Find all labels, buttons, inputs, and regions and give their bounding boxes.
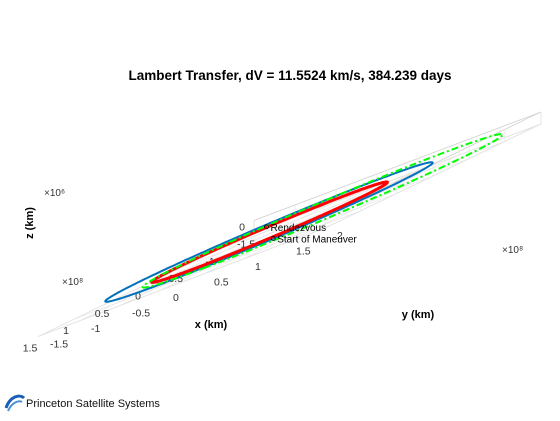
x-axis-label: x (km)	[195, 319, 228, 331]
annotation-label: Rendezvous	[271, 223, 327, 234]
grid-line-y	[283, 139, 501, 244]
y-tick-label: 2	[337, 230, 343, 242]
chart-series	[104, 133, 504, 303]
y-axis-label: y (km)	[402, 309, 435, 321]
y-tick-label: 0	[173, 292, 179, 304]
logo-text: Princeton Satellite Systems	[26, 398, 160, 410]
x-tick-label: 0	[135, 291, 141, 303]
annotation-label: Start of Maneuver	[277, 234, 357, 245]
grid-line-y	[242, 154, 460, 260]
grid-line-x	[73, 210, 362, 320]
y-exponent: ×10⁸	[502, 245, 523, 256]
y-tick-label: 1	[255, 261, 261, 273]
chart-title: Lambert Transfer, dV = 11.5524 km/s, 384…	[128, 68, 451, 83]
annotation-marker	[264, 224, 269, 230]
x-tick-label: 1.5	[23, 343, 38, 355]
x-tick-label: 1	[63, 325, 69, 337]
axes-edge	[253, 111, 542, 221]
x-tick-label: 0.5	[95, 308, 110, 320]
y-tick-label: -1.5	[50, 339, 68, 351]
grid-line-y	[324, 123, 542, 229]
y-tick-label: -0.5	[132, 308, 150, 320]
y-tick-label: 0.5	[214, 277, 229, 289]
grid-line-y	[119, 201, 337, 306]
logo: Princeton Satellite Systems	[4, 392, 184, 416]
y-tick-label: 1.5	[296, 246, 311, 258]
grid-line-x	[37, 227, 326, 337]
z-axis-label: z (km)	[24, 207, 36, 239]
y-tick-label: -1	[91, 323, 100, 335]
orbit-series-2	[141, 133, 504, 289]
z-exponent: ×10⁶	[44, 188, 65, 199]
orbit-series-0	[104, 161, 434, 303]
grid-line-y	[78, 216, 296, 322]
annotation-marker	[270, 236, 276, 241]
z-tick-label: 0	[239, 221, 245, 233]
x-exponent: ×10⁸	[62, 277, 83, 288]
orbit-series-1	[150, 180, 389, 284]
satellite-logo-icon	[4, 394, 26, 412]
